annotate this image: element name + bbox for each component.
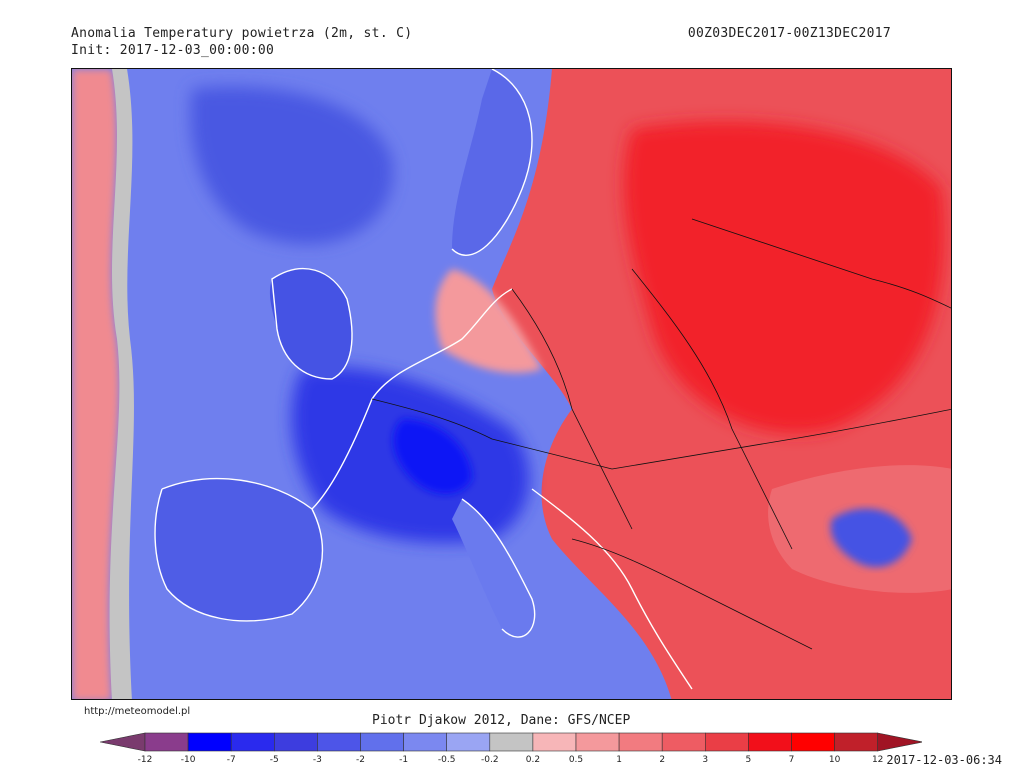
legend-swatch: [748, 732, 792, 752]
legend-tick-label: -0.2: [481, 755, 499, 765]
legend-tick-label: 7: [788, 755, 795, 765]
legend-swatch: [274, 732, 318, 752]
chart-title: Anomalia Temperatury powietrza (2m, st. …: [71, 26, 413, 41]
legend-swatch: [704, 732, 749, 752]
legend-tick-label: -12: [137, 755, 153, 765]
legend-tick-label: -3: [312, 755, 322, 765]
legend-swatch: [791, 732, 835, 752]
generated-timestamp: 2017-12-03-06:34: [886, 753, 1002, 767]
cold-blob-atlantic: [190, 86, 394, 245]
italy: [452, 499, 535, 638]
legend-swatch: [834, 732, 878, 752]
legend-swatch: [144, 732, 189, 752]
legend-tick-label: -0.5: [437, 755, 456, 765]
legend-tick-label: 3: [702, 755, 709, 765]
legend-tick-label: 0.5: [568, 755, 584, 765]
map-canvas: [72, 69, 951, 699]
legend-tick-label: -5: [269, 755, 279, 765]
legend-tick-label: -7: [226, 755, 236, 765]
legend-swatch: [618, 732, 663, 752]
legend-tick-label: 1: [616, 755, 622, 765]
legend-tick-label: 0.2: [525, 755, 541, 765]
legend-tick-label: 10: [828, 755, 841, 765]
legend-swatch: [317, 732, 361, 752]
legend-swatch: [575, 732, 620, 752]
legend-swatch: [661, 732, 706, 752]
legend-tick-label: -2: [356, 755, 365, 765]
legend-swatch: [230, 732, 275, 752]
british-isles: [269, 268, 352, 379]
legend-swatch: [403, 732, 448, 752]
legend-swatch: [187, 732, 232, 752]
legend-arrow-high: [877, 732, 922, 752]
legend-tick-label: -10: [180, 755, 196, 765]
legend-tick-label: -1: [399, 755, 409, 765]
hot-core-russia: [623, 121, 945, 434]
init-time: Init: 2017-12-03_00:00:00: [71, 43, 275, 58]
west-neutral-strip: [109, 69, 134, 699]
legend-tick-label: 2: [659, 755, 666, 765]
iberia: [155, 478, 323, 621]
west-warm-strip: [72, 69, 120, 699]
legend-swatch: [489, 732, 534, 752]
source-url: http://meteomodel.pl: [84, 706, 191, 717]
forecast-range: 00Z03DEC2017-00Z13DEC2017: [687, 26, 891, 41]
warm-north-sea: [435, 269, 542, 373]
cold-patch-anatolia: [830, 508, 912, 568]
credit-line: Piotr Djakow 2012, Dane: GFS/NCEP: [372, 713, 631, 728]
coastlines: [154, 69, 693, 690]
legend-tick-label: 5: [745, 755, 752, 765]
legend-swatch: [532, 732, 577, 752]
legend-swatch: [360, 732, 404, 752]
legend-tick-label: 12: [871, 755, 884, 765]
legend-colorbar: [100, 732, 922, 752]
legend-arrow-low: [100, 732, 146, 752]
legend-swatch: [446, 732, 491, 752]
anomaly-map: [71, 68, 952, 700]
borders: [371, 218, 951, 650]
scandinavia-west: [452, 69, 532, 256]
cold-core-alps: [393, 419, 472, 494]
